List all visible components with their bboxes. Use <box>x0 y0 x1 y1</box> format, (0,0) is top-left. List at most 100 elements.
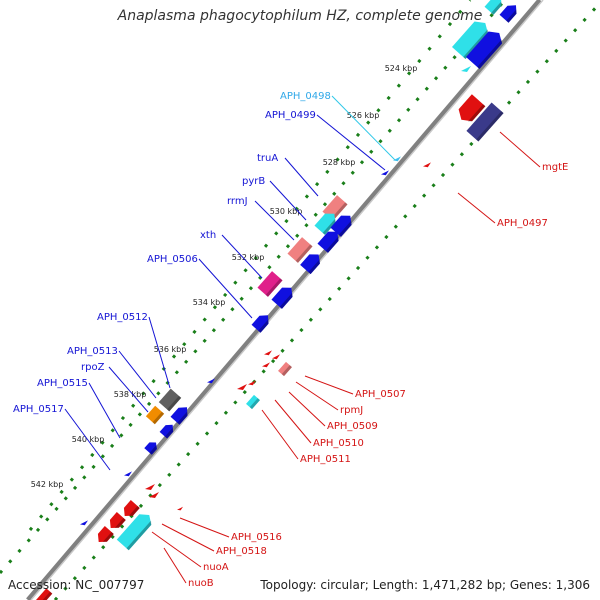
gene-nuoA-shade <box>126 520 152 551</box>
gene-cyan-top-shade <box>463 29 489 59</box>
gene-blue-d <box>271 287 293 309</box>
gene-red-c <box>97 526 114 542</box>
tick-label: 524 kbp <box>385 64 418 73</box>
gene-blue-top-small <box>499 5 517 23</box>
leader-line <box>284 157 319 197</box>
gene-APH_0511 <box>248 380 256 386</box>
gene-navy-body <box>466 102 504 142</box>
gene-blue-b-body <box>317 231 339 253</box>
gene-blue-e-shade <box>177 411 188 425</box>
gene-blue-f-shade <box>164 427 174 439</box>
map-title: Anaplasma phagocytophilum HZ, complete g… <box>117 8 483 24</box>
gene-cyan-top-small <box>484 0 502 15</box>
topology-text: Topology: circular; Length: 1,471,282 bp… <box>260 578 590 592</box>
tick-label: 534 kbp <box>193 298 226 307</box>
leader-line <box>457 192 496 224</box>
leader-line <box>64 408 111 471</box>
tick-label: 530 kbp <box>270 207 303 216</box>
gene-cyan-top-small-body <box>484 0 502 15</box>
gene-pyrB-cyan-body <box>314 213 336 235</box>
gene-APH_0499 <box>381 170 389 176</box>
tick-dot-ring <box>28 0 472 531</box>
gene-pink-small <box>278 361 292 377</box>
gene-red-c-shade <box>102 531 114 542</box>
gene-APH_0506-body <box>251 315 269 333</box>
gene-APH_0516 <box>145 484 155 490</box>
leader-line <box>316 114 386 171</box>
gene-pink-small-body <box>278 361 292 377</box>
gene-rrmJ-shade <box>295 244 313 263</box>
gene-cyan-small <box>246 394 260 410</box>
gene-mgtE <box>458 94 486 122</box>
gene-pyrB-cyan-shade <box>322 218 336 235</box>
gene-label-plus: rrmJ <box>227 196 248 207</box>
gene-blue-a <box>330 215 352 237</box>
gene-nuoA <box>116 514 152 551</box>
gene-xth-body <box>257 271 283 297</box>
gene-label-plus: APH_0515 <box>37 378 88 389</box>
gene-rpoZ-shade <box>152 411 165 425</box>
gene-cyan-top-body <box>452 21 489 59</box>
tick-label: 536 kbp <box>154 345 187 354</box>
gene-APH_0518 <box>149 492 159 498</box>
leader-line <box>261 409 299 460</box>
gene-APH_0509 <box>262 362 270 368</box>
leader-line <box>274 399 312 444</box>
gene-red-b <box>109 512 126 528</box>
gene-rpmJ <box>272 354 280 360</box>
gene-mgtE-shade <box>467 104 486 122</box>
leader-line <box>163 547 187 584</box>
gene-label-minus: APH_0497 <box>497 218 548 229</box>
leader-line <box>331 95 396 161</box>
gene-label-minus: nuoB <box>188 578 214 589</box>
gene-label-plus: APH_0513 <box>67 346 118 357</box>
tick-label: 528 kbp <box>323 158 356 167</box>
gene-label-minus: APH_0509 <box>327 421 378 432</box>
gene-navy-shade <box>476 111 504 142</box>
tick-label: 538 kbp <box>114 390 147 399</box>
leader-line <box>304 375 354 395</box>
tick-label: 532 kbp <box>232 253 265 262</box>
leader-line <box>499 131 541 168</box>
gene-blue-g-body <box>144 442 157 455</box>
gene-cyan-top <box>452 21 489 59</box>
leader-line <box>198 258 253 319</box>
gene-navy <box>466 102 504 142</box>
leader-line <box>288 391 326 427</box>
gene-label-minus: rpmJ <box>340 405 363 416</box>
leader-line <box>118 350 157 399</box>
gene-blue-g <box>144 442 157 455</box>
gene-label-plus: APH_0512 <box>97 312 148 323</box>
gene-cyan-small-body <box>246 394 260 410</box>
gene-blue-a-shade <box>338 220 352 237</box>
gene-label-minus: APH_0510 <box>313 438 364 449</box>
gene-red-bottom <box>35 588 53 600</box>
leader-line <box>295 381 339 411</box>
gene-label-minus: APH_0511 <box>300 454 351 465</box>
gene-blue-top-shade <box>477 39 503 69</box>
tick-label: 526 kbp <box>347 111 380 120</box>
gene-label-plus: pyrB <box>242 176 265 187</box>
leader-line <box>161 523 215 552</box>
gene-cyan-top-small-shade <box>491 1 502 15</box>
gene-blue-d-shade <box>279 292 293 309</box>
gene-label-plus: truA <box>257 153 278 164</box>
gene-nuoA-body <box>116 514 152 551</box>
gene-blue-e-body <box>170 407 188 425</box>
gene-blue-b-shade <box>325 236 339 253</box>
gene-pyrB-cyan <box>314 213 336 235</box>
gene-APH_0510 <box>237 384 247 390</box>
gene-blue-top-body <box>466 31 503 69</box>
gene-blue-c <box>300 254 320 275</box>
gene-red-c-body <box>97 526 114 542</box>
gene-rpoZ <box>145 405 165 425</box>
leader-line <box>151 531 202 568</box>
gene-cyan-tick <box>461 66 471 72</box>
outer-dot-ring <box>0 0 507 574</box>
leader-line <box>108 366 149 413</box>
gene-xth-shade <box>265 278 283 297</box>
gene-blue-a-body <box>330 215 352 237</box>
gene-label-plus: APH_0499 <box>265 110 316 121</box>
gene-pink-small-shade <box>281 365 292 377</box>
gene-rrmJ-body <box>287 237 313 263</box>
